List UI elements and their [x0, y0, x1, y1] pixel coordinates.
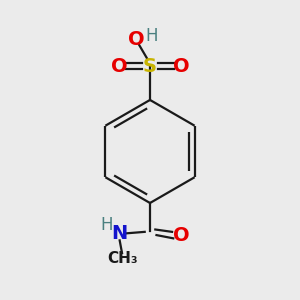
Text: O: O [111, 57, 128, 76]
Text: H: H [146, 27, 158, 45]
Text: H: H [100, 216, 113, 234]
Text: CH₃: CH₃ [107, 251, 138, 266]
Text: O: O [128, 30, 145, 49]
Text: S: S [143, 57, 157, 76]
Text: O: O [172, 57, 189, 76]
Text: N: N [111, 224, 127, 243]
Text: O: O [173, 226, 190, 245]
